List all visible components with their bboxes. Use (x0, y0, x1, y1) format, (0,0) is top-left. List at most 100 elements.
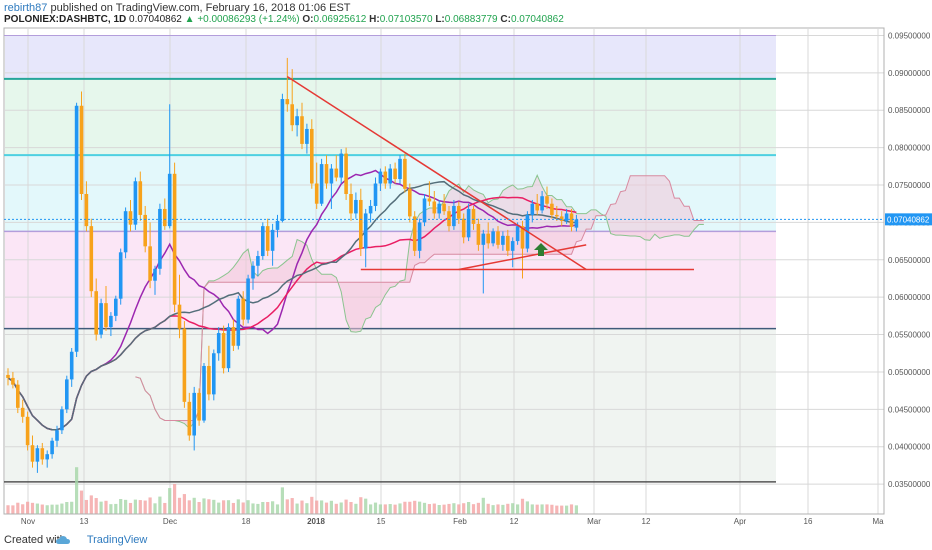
volume-bar (516, 504, 520, 514)
volume-bar (271, 501, 275, 514)
candle-body (153, 268, 157, 281)
volume-bar (40, 504, 44, 514)
volume-bar (70, 501, 74, 514)
author-name[interactable]: rebirth87 (4, 2, 48, 14)
candle-body (300, 116, 304, 144)
candle-body (417, 222, 422, 251)
candle-body (545, 196, 549, 204)
candle-body (452, 205, 456, 227)
close-value: 0.07040862 (510, 14, 564, 25)
candle-body (501, 235, 505, 245)
candle-body (574, 219, 579, 228)
volume-bar (124, 499, 128, 514)
volume-bar (128, 502, 133, 514)
open-label: O: (302, 14, 314, 25)
volume-bar (197, 502, 201, 514)
time-tick-label: Apr (734, 517, 747, 526)
price-tick-label: 0.06500000 (888, 256, 931, 265)
low-label: L: (435, 14, 445, 25)
volume-bar (50, 504, 54, 514)
volume-bar (202, 498, 206, 514)
time-tick-label: 2018 (307, 517, 325, 526)
volume-bar (236, 499, 240, 514)
volume-bar (310, 496, 314, 514)
volume-bar (261, 502, 265, 514)
candle-body (187, 401, 192, 436)
volume-bar (119, 499, 123, 514)
candle-body (216, 333, 221, 354)
candle-body (339, 153, 343, 178)
candle-body (427, 198, 432, 202)
candle-body (555, 214, 559, 217)
volume-bar (99, 501, 103, 514)
price-tick-label: 0.09500000 (888, 31, 931, 40)
last-price-label: 0.07040862 (887, 215, 930, 224)
candle-body (564, 213, 569, 221)
volume-bar (241, 502, 245, 514)
volume-bar (143, 500, 147, 514)
volume-bar (491, 505, 495, 514)
volume-bar (94, 498, 98, 514)
volume-bar (251, 503, 255, 514)
price-axis-bg (884, 28, 932, 514)
volume-bar (501, 504, 505, 514)
high-label: H: (369, 14, 380, 25)
volume-bar (373, 502, 378, 514)
volume-bar (207, 499, 211, 514)
candle-body (138, 181, 143, 215)
candle-body (422, 198, 427, 223)
volume-bar (320, 500, 324, 514)
volume-bar (158, 496, 162, 514)
candle-body (192, 392, 196, 436)
volume-bar (65, 502, 69, 514)
candle-body (344, 153, 348, 194)
volume-bar (315, 500, 319, 514)
candle-body (167, 173, 172, 227)
volume-bar (217, 502, 221, 514)
candle-body (50, 440, 54, 455)
price-tick-label: 0.07500000 (888, 181, 931, 190)
volume-bar (555, 505, 559, 514)
candle-body (143, 214, 147, 247)
tradingview-brand[interactable]: TradingView (86, 534, 148, 546)
volume-bar (246, 500, 250, 514)
volume-bar (560, 505, 564, 514)
candle-body (123, 211, 128, 253)
volume-bar (182, 494, 186, 514)
candle-body (373, 183, 378, 206)
symbol-info: POLONIEX:DASHBTC, 1D 0.07040862 ▲ +0.000… (4, 14, 564, 25)
trend-line (286, 75, 587, 271)
candle-body (128, 211, 133, 225)
price-change: ▲ +0.00086293 (+1.24%) (184, 14, 300, 25)
volume-bar (30, 502, 35, 514)
price-tick-label: 0.04500000 (888, 405, 931, 414)
candle-body (182, 328, 187, 402)
volume-bar (427, 504, 431, 514)
candle-body (471, 208, 476, 224)
volume-bar (447, 503, 451, 514)
candle-body (148, 246, 152, 281)
published-text: published on TradingView.com, February 1… (50, 2, 351, 14)
candle-body (447, 211, 451, 227)
zone-band (5, 35, 776, 79)
time-tick-label: 18 (242, 517, 251, 526)
candle-body (231, 327, 236, 346)
volume-bar (520, 498, 525, 514)
volume-bar (109, 504, 113, 514)
candle-body (99, 303, 103, 335)
candle-body (104, 303, 108, 328)
volume-bar (462, 503, 466, 514)
volume-bar (378, 504, 382, 514)
candle-body (363, 213, 368, 249)
volume-bar (383, 504, 387, 514)
candle-body (45, 454, 49, 460)
candle-body (109, 315, 113, 328)
candle-body (69, 351, 74, 380)
candle-body (486, 233, 490, 244)
time-tick-label: Feb (453, 517, 467, 526)
volume-bar (212, 499, 216, 514)
volume-bar (364, 498, 368, 514)
time-tick-label: 13 (80, 517, 89, 526)
symbol-name: POLONIEX:DASHBTC, 1D (4, 14, 127, 25)
